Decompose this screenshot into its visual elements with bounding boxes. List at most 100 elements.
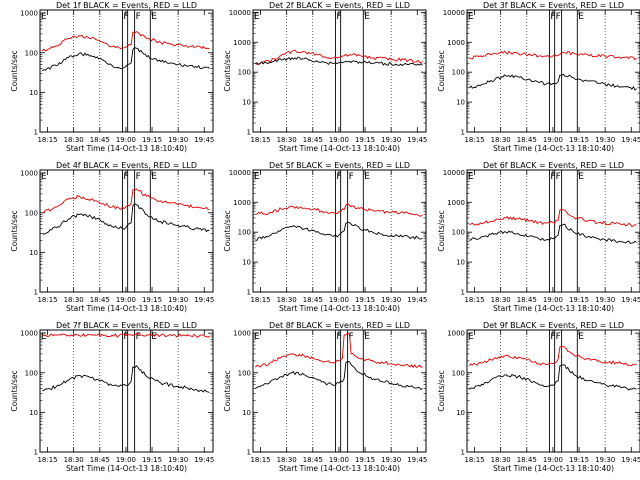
interval-marker-e: E	[254, 12, 260, 22]
x-axis-label: Start Time (14-Oct-13 18:10:40)	[279, 144, 400, 153]
x-tick-label: 19:30	[595, 296, 615, 304]
interval-marker-e: E	[254, 172, 260, 182]
x-axis-label: Start Time (14-Oct-13 18:10:40)	[493, 144, 614, 153]
y-axis-label: Counts/sec	[223, 370, 232, 411]
x-tick-label: 18:45	[90, 456, 110, 464]
x-tick-label: 19:30	[381, 296, 401, 304]
y-tick-label: 1000	[233, 330, 251, 338]
panel-title: Det 6f BLACK = Events, RED = LLD	[483, 161, 624, 170]
x-tick-label: 19:45	[407, 456, 427, 464]
x-tick-label: 18:15	[464, 456, 484, 464]
plot-frame	[466, 9, 640, 133]
panel-det-9: Det 9f BLACK = Events, RED = LLD E F F E 1 10 1…	[437, 321, 640, 473]
x-tick-label: 19:30	[168, 296, 188, 304]
lld-series-line	[42, 188, 210, 214]
interval-marker-f: F	[136, 12, 141, 22]
y-tick-label: 1000	[20, 330, 38, 338]
interval-marker-e: E	[151, 172, 157, 182]
x-tick-label: 19:45	[194, 136, 214, 144]
x-tick-label: 18:45	[517, 456, 537, 464]
interval-marker-f: F	[550, 12, 555, 22]
x-tick-label: 18:15	[37, 456, 57, 464]
interval-marker-e: E	[151, 332, 157, 342]
interval-marker-f: F	[123, 172, 128, 182]
plot-frame	[39, 329, 214, 453]
y-tick-label: 100	[238, 69, 251, 77]
lld-series-line	[254, 332, 423, 369]
y-tick-label: 1	[34, 129, 38, 137]
x-tick-label: 19:15	[142, 136, 162, 144]
y-tick-label: 100	[452, 69, 465, 77]
x-tick-label: 19:45	[407, 296, 427, 304]
x-tick-label: 18:15	[250, 456, 270, 464]
y-axis-label: Counts/sec	[437, 50, 446, 91]
interval-marker-f: F	[550, 172, 555, 182]
x-tick-label: 19:15	[355, 136, 375, 144]
x-tick-label: 19:45	[621, 296, 640, 304]
x-tick-label: 18:30	[277, 456, 297, 464]
lld-series-line	[255, 203, 423, 217]
y-tick-label: 100	[238, 229, 251, 237]
y-tick-label: 100	[25, 49, 38, 57]
plot-frame	[39, 169, 214, 293]
y-axis-label: Counts/sec	[223, 210, 232, 251]
events-series-line	[42, 46, 210, 72]
interval-marker-f: F	[136, 332, 141, 342]
plot-frame	[39, 9, 214, 133]
y-tick-label: 1	[34, 289, 38, 297]
panel-det-2: Det 2f BLACK = Events, RED = LLD E F E 1 10 10…	[223, 1, 427, 153]
x-tick-label: 19:30	[595, 456, 615, 464]
x-tick-label: 18:45	[303, 136, 323, 144]
interval-marker-e: E	[254, 332, 260, 342]
x-tick-label: 18:45	[90, 136, 110, 144]
x-tick-label: 18:15	[464, 296, 484, 304]
interval-marker-f: F	[336, 332, 341, 342]
interval-marker-e: E	[578, 12, 584, 22]
panel-title: Det 5f BLACK = Events, RED = LLD	[269, 161, 410, 170]
y-tick-label: 10	[456, 409, 465, 417]
y-tick-label: 10000	[443, 169, 465, 177]
panel-title: Det 3f BLACK = Events, RED = LLD	[483, 1, 624, 10]
x-tick-label: 18:15	[250, 136, 270, 144]
y-tick-label: 1	[247, 129, 251, 137]
interval-marker-e: E	[468, 172, 474, 182]
lld-series-line	[41, 31, 210, 52]
interval-marker-e: E	[41, 12, 47, 22]
x-tick-label: 18:30	[277, 136, 297, 144]
x-tick-label: 19:45	[621, 136, 640, 144]
interval-marker-f: F	[556, 332, 561, 342]
events-series-line	[255, 361, 423, 391]
interval-marker-e: E	[151, 12, 157, 22]
plot-frame	[252, 169, 427, 293]
x-tick-label: 19:00	[329, 456, 349, 464]
panel-det-6: Det 6f BLACK = Events, RED = LLD E F F E 1 10 1…	[437, 161, 640, 313]
x-tick-label: 19:30	[168, 136, 188, 144]
interval-marker-f: F	[336, 172, 341, 182]
y-tick-label: 10000	[443, 9, 465, 17]
y-tick-label: 10	[29, 89, 38, 97]
events-series-line	[42, 365, 210, 393]
y-tick-label: 1000	[20, 170, 38, 178]
x-tick-label: 19:00	[116, 296, 136, 304]
x-tick-label: 19:45	[194, 456, 214, 464]
plot-frame	[252, 329, 427, 453]
y-tick-label: 10000	[229, 9, 251, 17]
y-tick-label: 1000	[447, 39, 465, 47]
x-tick-label: 18:30	[491, 456, 511, 464]
x-tick-label: 19:15	[569, 456, 589, 464]
panel-title: Det 4f BLACK = Events, RED = LLD	[56, 161, 197, 170]
interval-marker-f: F	[123, 12, 128, 22]
y-axis-label: Counts/sec	[10, 370, 19, 411]
x-tick-label: 19:30	[381, 136, 401, 144]
y-tick-label: 1	[247, 449, 251, 457]
x-tick-label: 18:30	[64, 136, 84, 144]
y-tick-label: 10	[242, 99, 251, 107]
y-tick-label: 1	[461, 129, 465, 137]
x-axis-label: Start Time (14-Oct-13 18:10:40)	[66, 144, 187, 153]
x-tick-label: 18:15	[37, 296, 57, 304]
y-axis-label: Counts/sec	[10, 50, 19, 91]
